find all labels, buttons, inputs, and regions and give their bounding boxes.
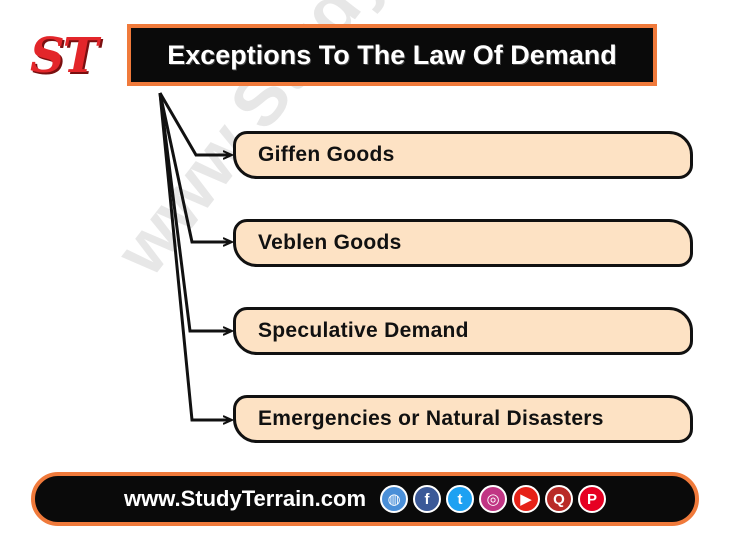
logo: ST [30, 28, 98, 84]
item-label: Speculative Demand [258, 319, 469, 342]
pinterest-icon[interactable]: P [578, 485, 607, 513]
item-label: Veblen Goods [258, 231, 402, 254]
page-title: Exceptions To The Law Of Demand [167, 39, 617, 70]
connector-4 [158, 92, 231, 420]
footer-banner: www.StudyTerrain.com ◍ f t ◎ ▶ Q P [31, 472, 699, 526]
social-icons: ◍ f t ◎ ▶ Q P [380, 485, 607, 513]
item-speculative-demand: Speculative Demand [233, 307, 693, 355]
item-emergencies: Emergencies or Natural Disasters [233, 395, 693, 443]
connector-2 [158, 92, 231, 242]
title-banner: Exceptions To The Law Of Demand [127, 24, 657, 86]
instagram-icon[interactable]: ◎ [479, 485, 508, 513]
connector-1 [158, 92, 231, 155]
facebook-icon[interactable]: f [413, 485, 442, 513]
youtube-icon[interactable]: ▶ [512, 485, 541, 513]
item-label: Emergencies or Natural Disasters [258, 407, 604, 430]
connector-3 [158, 92, 231, 331]
item-giffen-goods: Giffen Goods [233, 131, 693, 179]
twitter-icon[interactable]: t [446, 485, 475, 513]
globe-icon[interactable]: ◍ [380, 485, 409, 513]
item-veblen-goods: Veblen Goods [233, 219, 693, 267]
footer-url[interactable]: www.StudyTerrain.com [123, 486, 367, 511]
quora-icon[interactable]: Q [545, 485, 574, 513]
item-label: Giffen Goods [258, 143, 395, 166]
